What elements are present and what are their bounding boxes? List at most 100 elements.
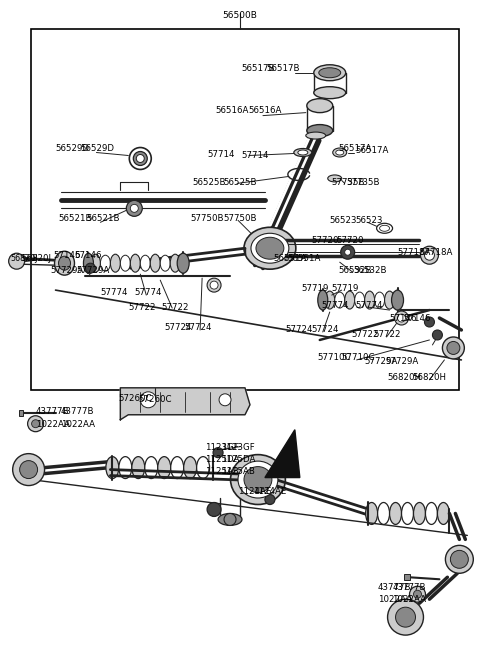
Text: 57718A: 57718A: [398, 248, 431, 257]
Ellipse shape: [55, 252, 74, 275]
Ellipse shape: [380, 225, 390, 231]
Ellipse shape: [413, 502, 425, 525]
Text: 57729A: 57729A: [77, 266, 110, 274]
Ellipse shape: [251, 233, 289, 263]
Circle shape: [130, 204, 138, 212]
Text: 57774: 57774: [356, 301, 384, 310]
Text: 56523: 56523: [356, 215, 384, 225]
Circle shape: [265, 495, 275, 504]
Ellipse shape: [160, 255, 170, 271]
Text: 57722: 57722: [374, 331, 401, 339]
Text: 57722: 57722: [352, 331, 379, 339]
Ellipse shape: [106, 457, 119, 479]
Text: 56820H: 56820H: [412, 373, 446, 383]
Circle shape: [396, 607, 416, 627]
Text: 56529D: 56529D: [81, 144, 114, 153]
Ellipse shape: [256, 237, 284, 259]
Bar: [31, 29, 459, 390]
Text: 56820J: 56820J: [11, 253, 38, 263]
Ellipse shape: [110, 254, 120, 272]
Text: 56517B: 56517B: [241, 64, 275, 73]
Text: 43777B: 43777B: [60, 407, 94, 417]
Circle shape: [140, 392, 156, 408]
Polygon shape: [404, 574, 409, 580]
Circle shape: [28, 416, 44, 432]
Ellipse shape: [100, 255, 110, 271]
Text: 56517B: 56517B: [266, 64, 300, 73]
Text: 43777B: 43777B: [378, 583, 411, 591]
Polygon shape: [120, 388, 250, 420]
Text: 57719: 57719: [302, 284, 329, 293]
Text: 57146: 57146: [75, 251, 102, 260]
Ellipse shape: [390, 502, 402, 525]
Text: 56517A: 56517A: [338, 144, 372, 153]
Text: 56516A: 56516A: [248, 106, 282, 115]
Ellipse shape: [177, 253, 189, 273]
Ellipse shape: [218, 514, 242, 525]
Ellipse shape: [307, 124, 333, 136]
Ellipse shape: [170, 254, 180, 272]
Ellipse shape: [59, 256, 71, 270]
Ellipse shape: [314, 65, 346, 81]
Ellipse shape: [120, 255, 130, 271]
Text: 57729A: 57729A: [50, 266, 84, 274]
Circle shape: [345, 249, 351, 255]
Circle shape: [387, 599, 423, 635]
Text: 1123GF: 1123GF: [221, 443, 255, 452]
Text: 57729A: 57729A: [365, 358, 398, 366]
Text: 57724: 57724: [311, 326, 338, 335]
Text: 57774: 57774: [322, 301, 349, 310]
Text: 57710C: 57710C: [341, 354, 374, 362]
Text: 57710C: 57710C: [318, 354, 351, 362]
Text: 57750B: 57750B: [190, 214, 224, 223]
Text: 57729A: 57729A: [385, 358, 418, 366]
Text: 57735B: 57735B: [347, 178, 380, 187]
Ellipse shape: [133, 151, 147, 166]
Ellipse shape: [365, 291, 374, 309]
Text: 57719: 57719: [331, 284, 359, 293]
Ellipse shape: [314, 86, 346, 99]
Circle shape: [207, 502, 221, 516]
Text: 56516A: 56516A: [215, 106, 249, 115]
Ellipse shape: [140, 255, 150, 271]
Polygon shape: [19, 410, 23, 416]
Text: 56820J: 56820J: [22, 253, 51, 263]
Text: 57260C: 57260C: [119, 394, 152, 403]
Text: 57714: 57714: [207, 150, 235, 159]
Ellipse shape: [420, 246, 438, 264]
Ellipse shape: [197, 457, 210, 479]
Text: 57774: 57774: [100, 288, 128, 297]
Text: 56517A: 56517A: [356, 146, 389, 155]
Ellipse shape: [443, 337, 464, 359]
Ellipse shape: [437, 502, 449, 525]
Ellipse shape: [306, 132, 326, 139]
Ellipse shape: [171, 457, 184, 479]
Text: 57722: 57722: [161, 303, 189, 312]
Ellipse shape: [424, 250, 434, 260]
Circle shape: [20, 460, 37, 479]
Text: 1022AA: 1022AA: [36, 421, 70, 429]
Text: 56551A: 56551A: [273, 253, 307, 263]
Text: 57146: 57146: [404, 314, 431, 322]
Ellipse shape: [402, 502, 413, 525]
Ellipse shape: [378, 502, 390, 525]
Text: 1022AA: 1022AA: [393, 595, 427, 604]
Text: 1125AB: 1125AB: [221, 467, 255, 476]
Text: 57718A: 57718A: [420, 248, 453, 257]
Circle shape: [85, 263, 96, 273]
Ellipse shape: [130, 254, 140, 272]
Text: 56525B: 56525B: [192, 178, 226, 187]
Ellipse shape: [119, 457, 132, 479]
Ellipse shape: [445, 546, 473, 573]
Ellipse shape: [355, 292, 365, 308]
Ellipse shape: [158, 457, 171, 479]
Text: 57146: 57146: [390, 314, 417, 322]
Ellipse shape: [136, 155, 144, 162]
Text: 56532B: 56532B: [338, 266, 372, 274]
Text: 1125AB: 1125AB: [205, 467, 239, 476]
Text: 1125DA: 1125DA: [205, 455, 240, 464]
Ellipse shape: [184, 457, 197, 479]
Ellipse shape: [335, 292, 345, 308]
Ellipse shape: [129, 147, 151, 170]
Text: 56820H: 56820H: [387, 373, 421, 383]
